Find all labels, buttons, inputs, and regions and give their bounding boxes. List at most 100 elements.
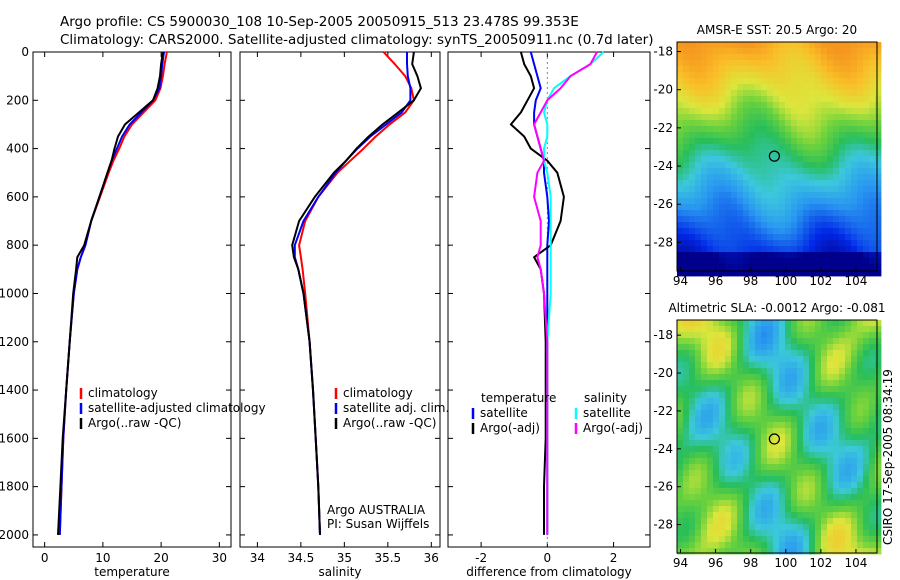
map-cell	[785, 542, 792, 549]
map-cell	[869, 524, 876, 531]
map-cell	[737, 326, 744, 333]
y-tick-label: 0	[21, 45, 29, 59]
map-cell	[839, 144, 846, 151]
map-cell	[695, 168, 702, 175]
map-cell	[743, 174, 750, 181]
map-cell	[719, 350, 726, 357]
map-cell	[773, 126, 780, 133]
map-cell	[845, 42, 852, 49]
map-cell	[779, 386, 786, 393]
map-cell	[689, 84, 696, 91]
map-cell	[845, 380, 852, 387]
legend-label: satellite	[583, 406, 631, 420]
map-cell	[731, 204, 738, 211]
legend-label: satellite-adjusted climatology	[88, 401, 266, 415]
map-cell	[737, 138, 744, 145]
map-cell	[683, 108, 690, 115]
map-cell	[677, 458, 684, 465]
map-cell	[725, 144, 732, 151]
map-cell	[869, 168, 876, 175]
map-cell	[803, 488, 810, 495]
map-cell	[701, 338, 708, 345]
map-cell	[683, 168, 690, 175]
map-cell	[815, 270, 822, 277]
map-cell	[803, 440, 810, 447]
map-cell	[851, 470, 858, 477]
map-cell	[833, 344, 840, 351]
map-cell	[719, 210, 726, 217]
map-cell	[743, 156, 750, 163]
map-cell	[785, 434, 792, 441]
map-cell	[827, 60, 834, 67]
map-cell	[821, 332, 828, 339]
map-cell	[833, 536, 840, 543]
map-cell	[821, 144, 828, 151]
map-cell	[689, 258, 696, 265]
map-cell	[785, 410, 792, 417]
map-cell	[863, 542, 870, 549]
map-cell	[791, 452, 798, 459]
map-cell	[725, 72, 732, 79]
map-cell	[737, 48, 744, 55]
map-cell	[875, 548, 882, 555]
map-cell	[755, 542, 762, 549]
map-cell	[785, 374, 792, 381]
map-cell	[683, 506, 690, 513]
map-cell	[851, 548, 858, 555]
map-cell	[689, 66, 696, 73]
map-cell	[779, 150, 786, 157]
map-cell	[875, 246, 882, 253]
map-frame	[676, 41, 878, 272]
map-cell	[695, 548, 702, 555]
map-cell	[773, 78, 780, 85]
map-cell	[719, 512, 726, 519]
map-cell	[737, 512, 744, 519]
map-cell	[827, 156, 834, 163]
map-cell	[719, 344, 726, 351]
map-cell	[707, 374, 714, 381]
map-cell	[761, 404, 768, 411]
map-cell	[731, 332, 738, 339]
map-cell	[779, 368, 786, 375]
map-cell	[719, 416, 726, 423]
map-cell	[779, 470, 786, 477]
map-cell	[857, 132, 864, 139]
map-cell	[749, 440, 756, 447]
map-cell	[827, 228, 834, 235]
map-cell	[803, 264, 810, 271]
map-cell	[851, 84, 858, 91]
map-cell	[725, 428, 732, 435]
map-cell	[833, 434, 840, 441]
map-cell	[827, 240, 834, 247]
map-cell	[875, 362, 882, 369]
map-cell	[761, 186, 768, 193]
map-cell	[749, 264, 756, 271]
map-cell	[725, 270, 732, 277]
map-cell	[761, 398, 768, 405]
map-cell	[815, 512, 822, 519]
map-cell	[827, 210, 834, 217]
map-cell	[821, 440, 828, 447]
map-cell	[869, 530, 876, 537]
x-tick-label: 100	[774, 556, 797, 570]
map-cell	[785, 264, 792, 271]
map-cell	[743, 42, 750, 49]
map-cell	[737, 470, 744, 477]
map-cell	[755, 240, 762, 247]
map-cell	[857, 114, 864, 121]
map-cell	[797, 144, 804, 151]
x-tick-label: 96	[708, 274, 723, 288]
map-cell	[677, 168, 684, 175]
map-cell	[839, 162, 846, 169]
map-cell	[695, 464, 702, 471]
map-cell	[695, 542, 702, 549]
map-cell	[785, 530, 792, 537]
map-cell	[695, 162, 702, 169]
map-cell	[695, 380, 702, 387]
map-cell	[689, 144, 696, 151]
map-cell	[719, 386, 726, 393]
map-cell	[749, 96, 756, 103]
map-cell	[803, 386, 810, 393]
map-cell	[857, 144, 864, 151]
map-cell	[719, 500, 726, 507]
